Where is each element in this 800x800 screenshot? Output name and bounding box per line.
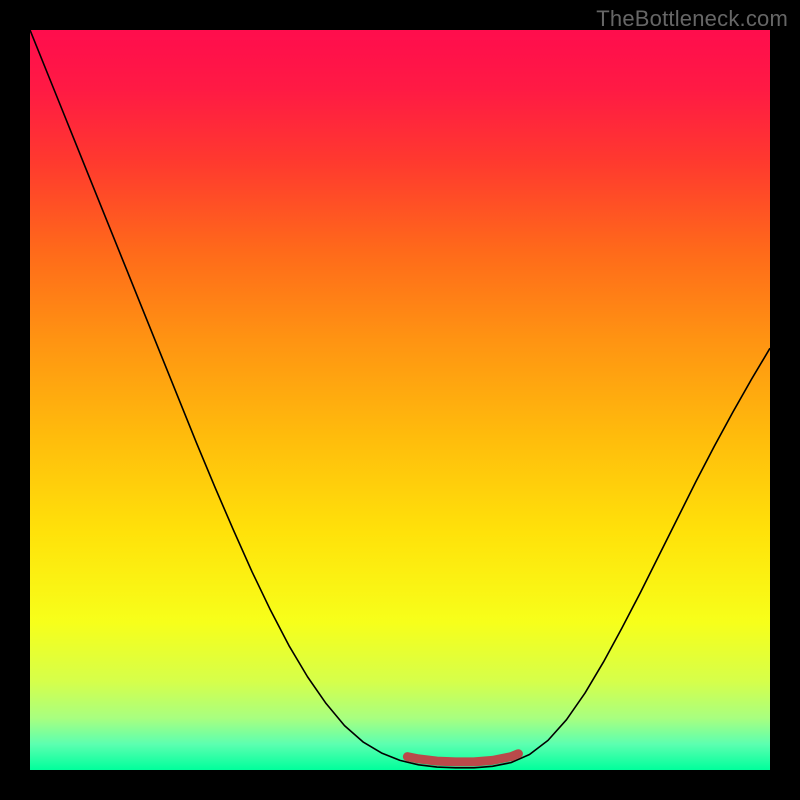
- bottleneck-curve-chart: [30, 30, 770, 770]
- gradient-background: [30, 30, 770, 770]
- chart-frame: TheBottleneck.com: [0, 0, 800, 800]
- watermark-text: TheBottleneck.com: [596, 6, 788, 32]
- plot-area: [30, 30, 770, 770]
